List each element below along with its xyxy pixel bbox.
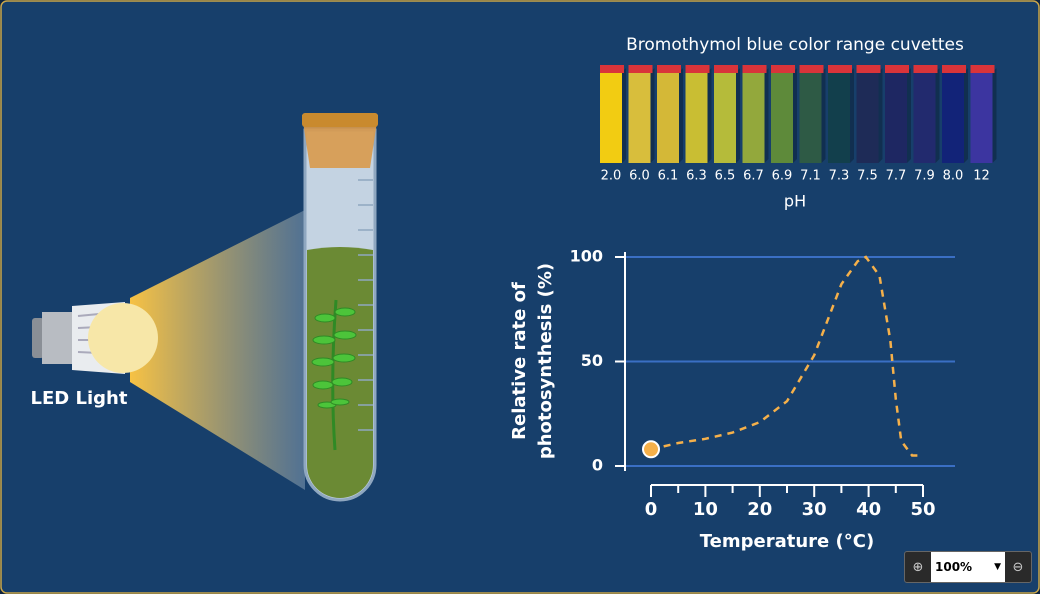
cuvette-cap xyxy=(628,65,653,73)
x-tick-label: 10 xyxy=(693,499,718,520)
cuvette-side xyxy=(622,68,626,163)
cuvette-side xyxy=(907,68,911,163)
cuvette-cap xyxy=(600,65,624,73)
cuvette xyxy=(913,72,936,163)
y-tick-label: 0 xyxy=(592,456,603,475)
cuvette-cap xyxy=(913,65,938,73)
cuvette xyxy=(714,72,736,163)
cuvette-side xyxy=(650,68,655,163)
cuvette xyxy=(628,72,651,163)
cuvette-side xyxy=(764,68,769,163)
zoom-in[interactable]: ⊕ xyxy=(912,559,924,575)
ph-label: 6.7 xyxy=(743,169,764,184)
zoom-control: ⊕ 100% ▼ ⊖ xyxy=(904,551,1032,583)
cuvette-cap xyxy=(970,65,995,73)
light-beam xyxy=(130,210,305,490)
cuvette-cap xyxy=(856,65,881,73)
data-line xyxy=(650,255,923,457)
ph-label: 7.3 xyxy=(829,169,850,184)
ph-label: 7.1 xyxy=(800,169,821,184)
cuvette xyxy=(600,72,622,163)
plant xyxy=(311,299,357,451)
cuvette-cap xyxy=(828,65,852,73)
cuvette-cap xyxy=(799,65,824,73)
dropdown-arrow: ▼ xyxy=(994,562,1001,572)
cuvette-cap xyxy=(742,65,767,73)
lamp-label: LED Light xyxy=(31,388,128,409)
ph-label: 8.0 xyxy=(943,169,964,184)
x-tick-label: 30 xyxy=(802,499,827,520)
ph-label: 7.5 xyxy=(857,169,878,184)
cuvette-side xyxy=(736,68,740,163)
zoom-out[interactable]: ⊖ xyxy=(1012,559,1024,575)
y-axis-label: photosynthesis (%) xyxy=(535,263,556,459)
cuvette xyxy=(942,72,964,163)
cuvette-side xyxy=(878,68,883,163)
cuvette-side xyxy=(821,68,826,163)
zoom-text: 100% xyxy=(935,560,973,574)
cuvette xyxy=(771,72,793,163)
ph-label: 7.9 xyxy=(914,169,935,184)
cuvette xyxy=(828,72,850,163)
cuvette-side xyxy=(793,68,797,163)
y-tick-label: 50 xyxy=(581,351,603,370)
cuvette-side xyxy=(992,68,997,163)
led-bulb xyxy=(32,302,158,374)
ph-label: 12 xyxy=(973,169,990,184)
x-axis-label: Temperature (°C) xyxy=(700,531,874,552)
cuvette xyxy=(970,72,993,163)
cuvette-cap xyxy=(714,65,738,73)
ph-axis-label: pH xyxy=(784,192,806,211)
cuvette xyxy=(856,72,879,163)
cuvette-side xyxy=(850,68,854,163)
x-tick-label: 50 xyxy=(910,499,935,520)
cuvette-cap xyxy=(771,65,795,73)
x-tick-label: 20 xyxy=(747,499,772,520)
cuvette-cap xyxy=(885,65,909,73)
ph-label: 6.3 xyxy=(686,169,707,184)
x-tick-label: 0 xyxy=(645,499,658,520)
test-tube xyxy=(302,113,378,502)
cuvette-side xyxy=(964,68,968,163)
ph-label: 6.1 xyxy=(658,169,679,184)
ph-label: 6.9 xyxy=(772,169,793,184)
cuvette xyxy=(742,72,765,163)
cuvette-cap xyxy=(657,65,681,73)
ph-label: 6.0 xyxy=(629,169,650,184)
ph-label: 2.0 xyxy=(601,169,622,184)
cuvettes-title: Bromothymol blue color range cuvettes xyxy=(626,35,964,55)
cuvette xyxy=(799,72,822,163)
cuvette xyxy=(685,72,708,163)
cuvette-cap xyxy=(942,65,966,73)
cuvette xyxy=(885,72,907,163)
cuvette-side xyxy=(935,68,940,163)
y-tick-label: 100 xyxy=(570,247,603,266)
current-point xyxy=(642,440,660,459)
cuvette-side xyxy=(707,68,712,163)
zoom-level[interactable]: 100% ▼ xyxy=(931,552,1005,582)
x-tick-label: 40 xyxy=(856,499,881,520)
ph-label: 6.5 xyxy=(715,169,736,184)
y-axis-label: Relative rate of xyxy=(509,282,530,440)
cuvette xyxy=(657,72,679,163)
ph-label: 7.7 xyxy=(886,169,907,184)
cuvette-cap xyxy=(685,65,710,73)
cuvette-side xyxy=(679,68,683,163)
